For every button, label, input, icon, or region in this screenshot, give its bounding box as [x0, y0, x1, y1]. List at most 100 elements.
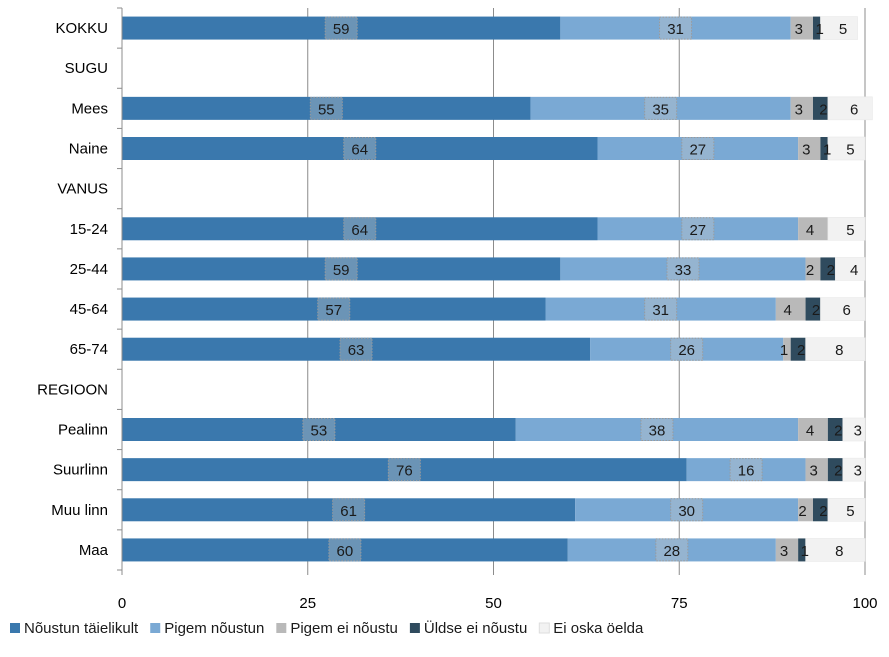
- data-label-maa-pigem-ei-noustu: 3: [780, 543, 788, 560]
- category-label-maa: Maa: [79, 542, 109, 559]
- bar-segment-pealinn-noustun-taielikult: [122, 418, 516, 441]
- bar-segment-kokku-uldse-ei-noustu: [812, 16, 821, 40]
- data-label-25-44-pigem-noustun: 33: [675, 262, 692, 279]
- category-label-muu-linn: Muu linn: [51, 502, 108, 519]
- bar-segment-45-64-ei-oska-oelda: [820, 297, 866, 321]
- legend-label-pigem-noustun: Pigem nõustun: [164, 620, 264, 637]
- data-label-box: [681, 137, 715, 160]
- data-label-45-64-uldse-ei-noustu: 2: [812, 302, 820, 319]
- bar-segment-45-64-pigem-ei-noustu: [775, 297, 806, 321]
- bar-segment-25-44-pigem-noustun: [560, 257, 806, 281]
- bar-segment-kokku-pigem-ei-noustu: [790, 16, 813, 40]
- legend-label-pigem-ei-noustu: Pigem ei nõustu: [290, 620, 398, 637]
- data-label-naine-uldse-ei-noustu: 1: [823, 142, 831, 159]
- data-label-65-74-pigem-ei-noustu: 1: [780, 342, 788, 359]
- data-label-box: [332, 498, 366, 522]
- bar-segment-maa-pigem-noustun: [567, 538, 776, 562]
- bar-segment-15-24-noustun-taielikult: [122, 217, 598, 241]
- bar-segment-naine-pigem-noustun: [597, 137, 799, 160]
- data-label-box: [387, 458, 421, 482]
- category-label-suurlinn: Suurlinn: [53, 462, 108, 479]
- x-tick-label-0: 0: [118, 595, 126, 612]
- data-label-maa-pigem-noustun: 28: [663, 543, 680, 560]
- data-label-pealinn-pigem-ei-noustu: 4: [806, 423, 814, 440]
- category-label-65-74: 65-74: [70, 341, 108, 358]
- axis-layer: 0 25 50 75 100KOKKUSUGUMeesNaineVANUS15-2425…: [37, 7, 878, 612]
- data-label-box: [659, 16, 693, 40]
- bar-segment-muu-linn-pigem-ei-noustu: [798, 498, 813, 522]
- data-label-maa-noustun-taielikult: 60: [337, 543, 354, 560]
- bar-segment-mees-ei-oska-oelda: [827, 96, 873, 121]
- bar-segment-naine-noustun-taielikult: [122, 137, 598, 160]
- bar-segment-suurlinn-ei-oska-oelda: [842, 457, 866, 482]
- data-label-box: [681, 217, 715, 241]
- x-tick-label-50: 50: [485, 595, 502, 612]
- bar-segment-25-44-ei-oska-oelda: [835, 257, 866, 281]
- category-label-pealinn: Pealinn: [58, 422, 108, 439]
- data-label-naine-noustun-taielikult: 64: [351, 142, 368, 159]
- bar-segment-15-24-pigem-noustun: [597, 217, 799, 241]
- bar-segment-15-24-pigem-ei-noustu: [798, 217, 828, 241]
- data-label-15-24-pigem-ei-noustu: 4: [806, 222, 814, 239]
- bar-segment-muu-linn-noustun-taielikult: [122, 498, 576, 522]
- data-label-25-44-noustun-taielikult: 59: [333, 262, 350, 279]
- data-label-15-24-pigem-noustun: 27: [689, 222, 706, 239]
- bar-segment-45-64-uldse-ei-noustu: [805, 297, 821, 321]
- data-label-box: [640, 418, 674, 441]
- bar-segment-45-64-noustun-taielikult: [122, 297, 546, 321]
- data-label-suurlinn-pigem-ei-noustu: 3: [810, 463, 818, 480]
- data-label-box: [655, 538, 689, 562]
- data-label-45-64-pigem-noustun: 31: [652, 302, 669, 319]
- data-label-box: [343, 217, 377, 241]
- data-label-box: [729, 458, 763, 482]
- bar-segment-kokku-noustun-taielikult: [122, 16, 561, 40]
- bar-layer: [122, 16, 873, 562]
- data-label-25-44-pigem-ei-noustu: 2: [806, 262, 814, 279]
- category-label-vanus: VANUS: [57, 181, 108, 198]
- bar-segment-pealinn-ei-oska-oelda: [842, 417, 866, 442]
- data-label-suurlinn-noustun-taielikult: 76: [396, 463, 413, 480]
- legend-label-ei-oska-oelda: Ei oska öelda: [553, 620, 644, 637]
- bar-segment-45-64-pigem-noustun: [545, 297, 776, 321]
- category-label-15-24: 15-24: [70, 221, 108, 238]
- data-label-box: [339, 337, 373, 361]
- bar-segment-maa-ei-oska-oelda: [805, 538, 866, 562]
- data-label-box: [670, 337, 704, 361]
- data-label-muu-linn-pigem-ei-noustu: 2: [798, 503, 806, 520]
- data-label-muu-linn-pigem-noustun: 30: [678, 503, 695, 520]
- data-label-muu-linn-uldse-ei-noustu: 2: [819, 503, 827, 520]
- data-label-suurlinn-pigem-noustun: 16: [738, 463, 755, 480]
- data-label-kokku-ei-oska-oelda: 5: [839, 21, 847, 38]
- bar-segment-naine-uldse-ei-noustu: [820, 137, 828, 160]
- data-label-maa-uldse-ei-noustu: 1: [801, 543, 809, 560]
- bar-segment-65-74-ei-oska-oelda: [805, 337, 866, 361]
- data-label-45-64-pigem-ei-noustu: 4: [784, 302, 792, 319]
- bar-segment-mees-pigem-ei-noustu: [790, 96, 813, 120]
- data-label-45-64-noustun-taielikult: 57: [325, 302, 342, 319]
- data-label-15-24-ei-oska-oelda: 5: [846, 222, 854, 239]
- data-label-pealinn-uldse-ei-noustu: 2: [834, 423, 842, 440]
- legend-swatch-pigem-noustun: [150, 623, 161, 633]
- bar-segment-25-44-noustun-taielikult: [122, 257, 561, 281]
- category-label-45-64: 45-64: [70, 301, 108, 318]
- data-label-suurlinn-uldse-ei-noustu: 2: [834, 463, 842, 480]
- bar-segment-65-74-noustun-taielikult: [122, 337, 591, 361]
- bar-segment-naine-pigem-ei-noustu: [798, 137, 821, 160]
- category-label-naine: Naine: [69, 141, 108, 158]
- data-label-box: [670, 498, 704, 522]
- data-label-kokku-pigem-ei-noustu: 3: [795, 21, 803, 38]
- x-tick-label-100: 100: [852, 595, 877, 612]
- data-label-box: [324, 16, 358, 40]
- data-label-pealinn-noustun-taielikult: 53: [311, 423, 328, 440]
- data-label-box: [317, 297, 351, 321]
- data-label-suurlinn-ei-oska-oelda: 3: [854, 463, 862, 480]
- bar-segment-kokku-pigem-noustun: [560, 16, 791, 40]
- category-label-sugu: SUGU: [65, 60, 108, 77]
- bar-segment-65-74-uldse-ei-noustu: [790, 337, 806, 361]
- bar-segment-pealinn-uldse-ei-noustu: [827, 418, 843, 441]
- data-label-65-74-noustun-taielikult: 63: [348, 342, 365, 359]
- data-label-box: [644, 96, 678, 120]
- data-label-45-64-ei-oska-oelda: 6: [843, 302, 851, 319]
